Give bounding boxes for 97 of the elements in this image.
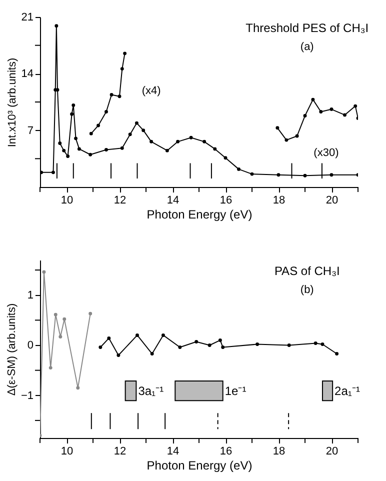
point [224,156,228,160]
point [276,173,280,177]
point [58,142,62,146]
point [284,138,288,142]
point [295,134,299,138]
point [176,140,180,144]
x-tick-label: 14 [166,446,180,458]
point [118,94,122,98]
chart-title: Threshold PES of CH₃I [246,21,369,35]
point [48,366,52,370]
annotation: (x30) [314,147,339,159]
point [330,173,334,177]
point [134,121,138,125]
point [287,344,291,347]
point [120,146,124,150]
point [194,340,198,344]
point [62,148,66,152]
point [213,147,217,151]
point [218,338,222,342]
point [58,334,62,338]
x-tick-label: 10 [60,446,74,458]
point [128,132,132,136]
point [120,67,124,71]
point [142,128,146,132]
point [250,172,254,176]
point [208,344,212,347]
y-tick-label: −1 [20,390,34,402]
point [136,333,139,337]
point [62,317,66,321]
point [89,132,93,136]
point [303,114,307,118]
point [42,270,46,274]
x-tick-label: 16 [220,446,232,458]
point [70,112,74,116]
point [311,98,315,102]
point [165,148,169,152]
y-tick-label: 21 [21,12,34,24]
annotation: (a) [300,41,314,53]
y-tick-label: 7 [27,124,34,137]
point [178,346,182,349]
point [72,104,76,107]
x-axis-title: Photon Energy (eV) [146,458,252,472]
point [319,110,323,114]
point [343,113,346,117]
band-label: 1e⁻¹ [224,384,246,398]
point [276,126,280,130]
point [77,147,81,151]
point [88,312,92,316]
y-tick-label: 14 [21,68,34,80]
point [54,24,58,28]
point [76,386,80,390]
point [116,354,120,357]
x-tick-label: 16 [220,194,232,206]
point [107,336,111,340]
point [189,136,193,140]
point [104,148,108,152]
point [96,124,100,128]
point [320,342,324,346]
annotation: (x4) [142,85,161,97]
band-label: 2a₁⁻¹ [334,384,360,398]
x-tick-label: 18 [272,194,286,206]
point [330,108,334,112]
point [54,312,58,316]
x-tick-label: 14 [166,194,180,206]
band-label: 3a₁⁻¹ [138,384,164,398]
x-tick-label: 10 [60,194,74,206]
point [237,167,240,171]
point [98,346,102,349]
point [335,352,339,356]
point [74,136,78,140]
point [150,352,154,356]
point [66,154,70,158]
point [161,333,165,337]
point [256,342,260,346]
x-tick-label: 20 [326,194,338,206]
point [104,110,108,114]
point [110,92,114,96]
x-tick-label: 20 [326,446,338,458]
annotation: (b) [300,284,314,296]
x-tick-label: 12 [114,194,126,206]
chart-title: PAS of CH₃I [274,264,340,278]
y-axis-title: Int.x10³ (arb.units) [6,58,18,148]
point [303,174,307,178]
point [221,346,225,349]
point [88,152,92,156]
point [123,52,127,56]
point [150,140,154,144]
x-tick-label: 12 [114,446,126,458]
point [314,342,318,345]
y-tick-label: 0 [27,340,34,352]
x-tick-label: 18 [272,446,286,458]
point [202,140,206,144]
point [52,170,55,174]
y-axis-title: Δ(ε-SM) (arb.units) [6,303,18,396]
point [354,104,358,108]
x-axis-title: Photon Energy (eV) [146,208,252,222]
y-tick-label: 1 [27,290,34,302]
